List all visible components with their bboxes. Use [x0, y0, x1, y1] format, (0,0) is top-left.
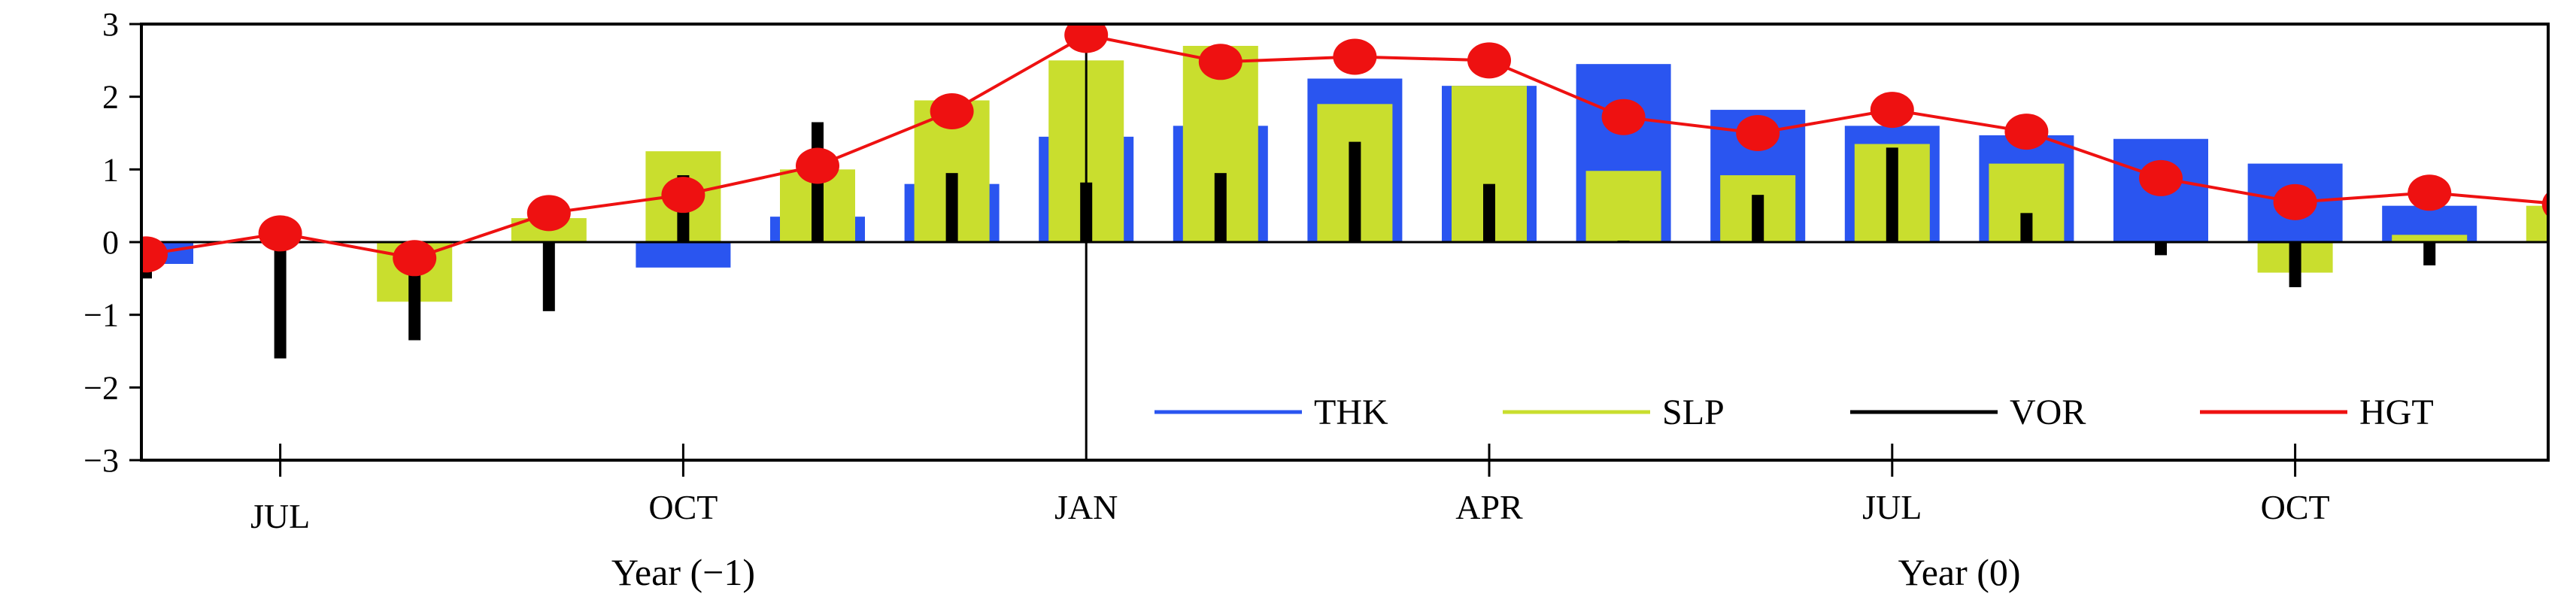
hgt-marker-3 [526, 195, 571, 232]
month-label: OCT [2261, 488, 2330, 526]
vor-bar-10 [1483, 183, 1495, 242]
y-tick-label: −2 [83, 369, 119, 406]
hgt-marker-16 [2273, 183, 2317, 220]
hgt-marker-9 [1333, 38, 1377, 75]
hgt-marker-12 [1736, 115, 1780, 151]
vor-bar-6 [945, 173, 958, 242]
vor-series [141, 122, 2570, 359]
vor-bar-14 [2020, 213, 2033, 242]
legend-label: HGT [2359, 392, 2434, 432]
vor-bar-9 [1349, 141, 1361, 242]
vor-bar-8 [1214, 173, 1227, 242]
slp-bar-17 [2392, 235, 2468, 242]
vor-bar-18 [2558, 242, 2570, 306]
hgt-marker-11 [1601, 98, 1646, 135]
y-tick-label: −1 [83, 297, 119, 334]
thk-series [141, 64, 2477, 268]
hgt-marker-13 [1870, 92, 1914, 129]
vor-bar-16 [2289, 242, 2301, 287]
month-label: OCT [648, 488, 718, 526]
y-tick-label: 0 [102, 224, 119, 261]
vor-bar-13 [1886, 147, 1898, 242]
vor-bar-1 [274, 242, 287, 359]
plot-area [141, 24, 2570, 460]
hgt-marker-1 [258, 215, 302, 252]
legend-label: THK [1314, 392, 1388, 432]
year-label: Year (0) [1898, 551, 2021, 593]
legend: THK SLP VOR HGT [1154, 392, 2434, 432]
hgt-marker-0 [141, 236, 168, 273]
month-label: APR [1455, 488, 1523, 526]
hgt-marker-17 [2408, 174, 2452, 211]
y-tick-label: −3 [83, 442, 119, 479]
vor-bar-15 [2155, 242, 2167, 256]
vor-bar-17 [2423, 242, 2436, 265]
month-label: JAN [1054, 488, 1118, 526]
vor-bar-3 [542, 242, 555, 311]
hgt-marker-18 [2541, 192, 2548, 217]
hgt-marker-6 [930, 93, 974, 129]
legend-label: VOR [2010, 392, 2086, 432]
x-axis: JUL OCT JAN APR JUL OCT Year (−1) Year (0) [250, 444, 2330, 593]
hgt-marker-15 [2139, 159, 2183, 196]
slp-bar-11 [1585, 171, 1661, 242]
hgt-marker-2 [393, 240, 437, 277]
vor-bar-12 [1752, 195, 1764, 242]
y-tick-label: 1 [102, 151, 119, 188]
hgt-marker-10 [1467, 42, 1511, 79]
hgt-series [141, 24, 2548, 277]
y-tick-label: 3 [102, 6, 119, 43]
year-label: Year (−1) [611, 551, 755, 593]
hgt-marker-7 [1064, 24, 1109, 53]
hgt-marker-14 [2004, 114, 2049, 150]
month-label: JUL [1862, 488, 1922, 526]
hgt-marker-5 [796, 147, 839, 184]
thk-bar-4 [636, 242, 731, 268]
hgt-marker-4 [661, 177, 705, 214]
y-axis: −3 −2 −1 0 1 2 3 [83, 6, 141, 479]
slp-bar-18 [2526, 205, 2548, 242]
y-tick-label: 2 [102, 79, 119, 116]
legend-label: SLP [1662, 392, 1725, 432]
month-label: JUL [250, 497, 310, 535]
hgt-marker-8 [1198, 44, 1242, 80]
